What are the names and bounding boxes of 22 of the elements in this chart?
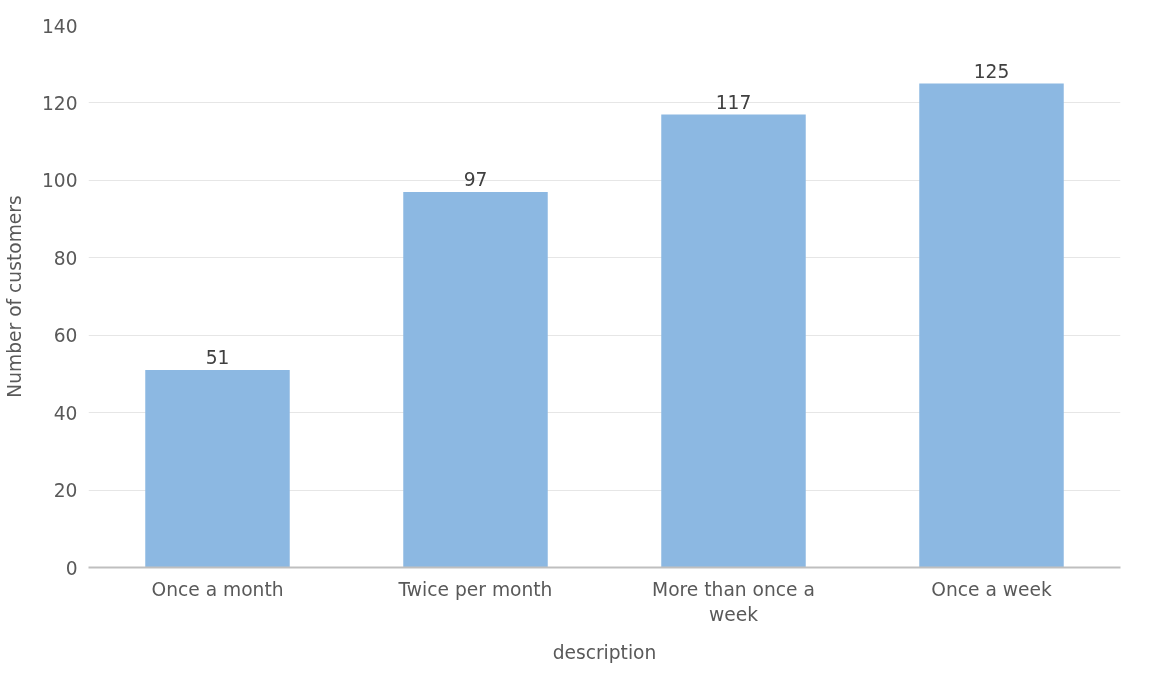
x-axis-title: description [552,641,657,663]
y-tick-label: 20 [53,480,78,502]
bar [403,191,548,568]
y-tick-label: 140 [41,15,78,37]
bar [145,370,290,568]
x-tick-label: More than once a week [652,578,815,625]
x-tick-label: Once a week [931,578,1052,600]
bar [919,83,1064,568]
data-label: 97 [463,168,488,190]
y-tick-label: 60 [53,325,78,347]
data-label: 51 [205,347,230,369]
y-tick-label: 40 [53,402,78,424]
data-label: 117 [715,91,752,113]
y-axis-title: Number of customers [3,195,25,398]
y-tick-label: 0 [65,557,78,579]
y-tick-label: 80 [53,247,78,269]
y-tick-label: 120 [41,92,78,114]
x-tick-label: Twice per month [397,578,553,600]
y-tick-label: 100 [41,170,78,192]
x-tick-label: Once a month [151,578,284,600]
data-label: 125 [973,60,1010,82]
bar [661,114,806,568]
